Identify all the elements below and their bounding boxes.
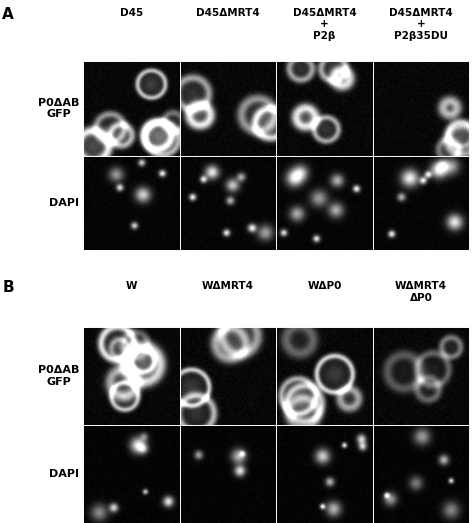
Text: A: A xyxy=(2,7,14,22)
Text: WΔMRT4
ΔP0: WΔMRT4 ΔP0 xyxy=(395,281,447,303)
Text: WΔP0: WΔP0 xyxy=(307,281,342,291)
Text: D45ΔMRT4
+
P2β: D45ΔMRT4 + P2β xyxy=(292,8,356,41)
Text: P0ΔAB
GFP: P0ΔAB GFP xyxy=(38,98,79,119)
Text: D45: D45 xyxy=(119,8,143,18)
Text: DAPI: DAPI xyxy=(49,469,79,479)
Text: DAPI: DAPI xyxy=(49,198,79,208)
Text: WΔMRT4: WΔMRT4 xyxy=(202,281,254,291)
Text: W: W xyxy=(126,281,137,291)
Text: D45ΔMRT4: D45ΔMRT4 xyxy=(196,8,260,18)
Text: B: B xyxy=(2,280,14,295)
Text: D45ΔMRT4
+
P2β35DU: D45ΔMRT4 + P2β35DU xyxy=(389,8,453,41)
Text: P0ΔAB
GFP: P0ΔAB GFP xyxy=(38,366,79,387)
